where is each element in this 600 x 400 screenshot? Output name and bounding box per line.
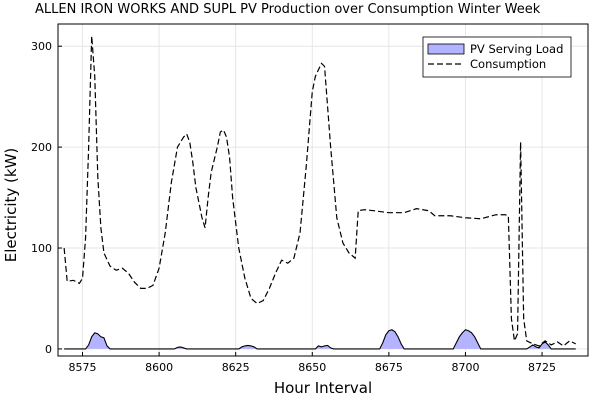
series-layer — [63, 36, 577, 350]
x-tick-label: 8650 — [298, 361, 326, 374]
grid — [58, 24, 588, 356]
pv-serving-load-area — [64, 329, 576, 349]
consumption-line — [63, 36, 577, 347]
x-tick-label: 8725 — [528, 361, 556, 374]
y-axis-ticks: 0 100 200 300 — [31, 40, 62, 356]
x-tick-label: 8575 — [69, 361, 97, 374]
y-tick-label: 100 — [31, 242, 52, 255]
x-axis-label: Hour Interval — [274, 379, 372, 397]
x-tick-label: 8600 — [145, 361, 173, 374]
legend-swatch-pv — [427, 43, 465, 55]
chart-title: ALLEN IRON WORKS AND SUPL PV Production … — [35, 2, 541, 17]
plot-frame — [57, 23, 589, 357]
legend: PV Serving Load Consumption — [422, 36, 572, 78]
x-tick-label: 8625 — [222, 361, 250, 374]
legend-label-consumption: Consumption — [470, 57, 546, 71]
legend-label-pv: PV Serving Load — [470, 42, 563, 56]
x-tick-label: 8675 — [375, 361, 403, 374]
x-tick-label: 8700 — [451, 361, 479, 374]
x-axis-ticks: 8575 8600 8625 8650 8675 8700 8725 — [69, 352, 556, 374]
y-axis-label: Electricity (kW) — [2, 148, 20, 263]
pv-serving-load-line — [64, 329, 576, 350]
y-tick-label: 200 — [31, 141, 52, 154]
y-tick-label: 300 — [31, 40, 52, 53]
y-tick-label: 0 — [45, 343, 52, 356]
